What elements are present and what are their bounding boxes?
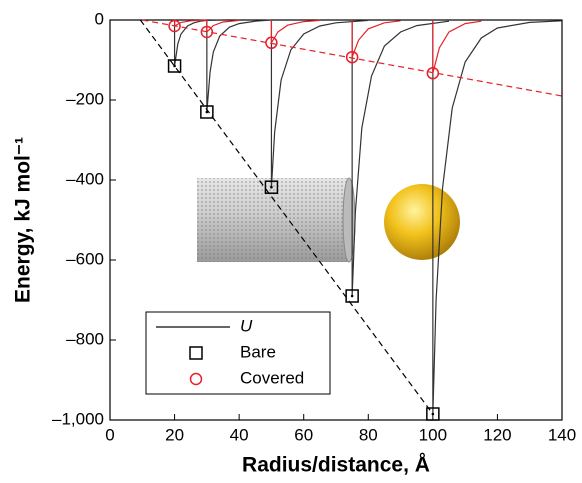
marker-square <box>426 407 440 421</box>
y-tick-label: –200 <box>66 89 104 108</box>
trend-line <box>139 19 434 415</box>
marker-dot <box>431 412 435 416</box>
potential-curve <box>270 19 369 188</box>
legend-label: U <box>240 316 253 335</box>
x-tick-label: 40 <box>230 425 249 444</box>
marker-circle <box>168 19 181 33</box>
legend-box <box>145 311 331 395</box>
legend-label: Bare <box>240 342 276 361</box>
marker-dot <box>205 110 209 114</box>
x-tick-label: 140 <box>548 425 576 444</box>
marker-circle <box>345 50 359 64</box>
marker-square <box>189 346 203 360</box>
y-tick-label: –1,000 <box>52 409 104 428</box>
nanoparticle-image <box>384 184 460 260</box>
nanotube-image <box>197 177 356 263</box>
marker-circle <box>265 36 278 50</box>
y-tick-label: –600 <box>66 249 104 268</box>
y-tick-label: –400 <box>66 169 104 188</box>
marker-dot <box>350 294 354 298</box>
potential-curve <box>351 20 450 297</box>
x-tick-label: 100 <box>419 425 447 444</box>
marker-dot <box>270 185 273 189</box>
potential-curve <box>432 20 563 415</box>
marker-dot <box>173 64 176 68</box>
y-axis-title: Energy, kJ mol⁻¹ <box>12 137 35 303</box>
y-tick-label: –800 <box>66 329 104 348</box>
y-tick-label: 0 <box>95 9 104 28</box>
potential-curve <box>173 19 207 28</box>
marker-circle <box>189 372 203 386</box>
potential-curve <box>206 19 240 34</box>
marker-square <box>167 59 182 73</box>
potential-curve <box>432 20 482 74</box>
marker-circle <box>200 25 214 39</box>
marker-square <box>345 289 359 303</box>
marker-square <box>264 180 279 194</box>
potential-curve <box>206 19 272 113</box>
x-axis-title: Radius/distance, Å <box>242 453 430 477</box>
marker-square <box>200 105 214 119</box>
x-tick-label: 80 <box>359 425 378 444</box>
plot-frame <box>109 19 563 421</box>
potential-curve <box>270 19 320 45</box>
x-tick-label: 20 <box>165 425 184 444</box>
x-tick-label: 0 <box>105 425 114 444</box>
x-tick-label: 60 <box>294 425 313 444</box>
x-tick-label: 120 <box>483 425 511 444</box>
marker-circle <box>426 66 440 80</box>
legend-label: Covered <box>240 368 304 387</box>
